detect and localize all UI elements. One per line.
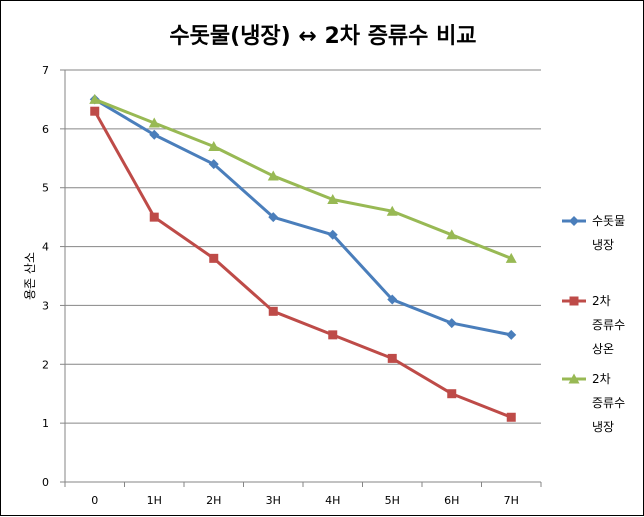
series-1-point-2H [208, 159, 219, 170]
series-1-point-4H [327, 229, 338, 240]
series-1-point-7H [506, 329, 517, 340]
y-tick-label-3: 3 [42, 299, 49, 312]
legend-label-1-line-2: 냉장 [592, 238, 614, 252]
series-1-point-3H [268, 212, 279, 223]
x-tick-label-7H: 7H [504, 494, 519, 507]
series-3-point-1H [148, 117, 160, 128]
series-1-line [93, 98, 512, 337]
series-2 [90, 106, 516, 422]
legend-label-3-line-1: 2차 [592, 372, 611, 386]
x-tick-label-3H: 3H [266, 494, 281, 507]
series-2-point-2H [209, 253, 219, 263]
x-tick-label-1H: 1H [147, 494, 162, 507]
series-1-point-5H [387, 294, 398, 305]
x-tick-label-4H: 4H [325, 494, 340, 507]
y-tick-label-1: 1 [42, 417, 49, 430]
series-3-point-0 [89, 93, 101, 104]
series-1-point-1H [149, 129, 160, 140]
legend-marker-3 [568, 373, 580, 384]
y-tick-label-0: 0 [42, 476, 49, 489]
legend-label-2-line-3: 상온 [592, 342, 614, 356]
series-3-point-7H [505, 252, 517, 263]
series-2-line [93, 110, 512, 419]
series-3-point-6H [446, 229, 458, 240]
axes [60, 69, 542, 487]
series-1-point-6H [446, 318, 457, 329]
y-tick-label-6: 6 [42, 123, 49, 136]
legend-label-2-line-1: 2차 [592, 294, 611, 308]
legend-label-1-line-1: 수돗물 [592, 214, 625, 228]
series-3-point-4H [327, 193, 339, 204]
y-tick-labels: 0 1 2 3 4 5 6 7 [42, 64, 49, 489]
series-3-point-2H [208, 141, 220, 152]
series-1 [89, 94, 517, 340]
legend-label-2-line-2: 증류수 [592, 318, 625, 332]
legend-label-3-line-3: 냉장 [592, 420, 614, 434]
series-2-point-1H [149, 212, 159, 222]
x-tick-label-6H: 6H [444, 494, 459, 507]
series-2-point-4H [328, 330, 338, 340]
series-2-point-5H [387, 353, 397, 363]
series-2-point-3H [268, 306, 278, 316]
legend-marker-1 [569, 216, 579, 226]
y-tick-label-4: 4 [42, 241, 49, 254]
y-tick-label-7: 7 [42, 64, 49, 77]
series-3-point-3H [267, 170, 279, 181]
y-axis-title: 용존 산소 [23, 252, 37, 300]
series [89, 93, 517, 422]
x-tick-label-2H: 2H [206, 494, 221, 507]
chart-title: 수돗물(냉장) ↔ 2차 증류수 비교 [169, 24, 476, 49]
y-tick-label-2: 2 [42, 358, 49, 371]
series-2-point-0 [90, 106, 100, 116]
x-tick-label-5H: 5H [385, 494, 400, 507]
legend-marker-2 [569, 296, 579, 306]
series-2-point-6H [447, 389, 457, 399]
x-tick-label-0: 0 [91, 494, 98, 507]
series-3-line [94, 98, 512, 260]
series-3-point-5H [386, 205, 398, 216]
series-2-point-7H [506, 412, 516, 422]
x-tick-labels: 0 1H 2H 3H 4H 5H 6H 7H [91, 494, 519, 507]
series-3 [89, 93, 517, 263]
y-tick-label-5: 5 [42, 182, 49, 195]
y-axis-label: 용존 산소 [23, 252, 37, 300]
legend-label-3-line-2: 증류수 [592, 396, 625, 410]
